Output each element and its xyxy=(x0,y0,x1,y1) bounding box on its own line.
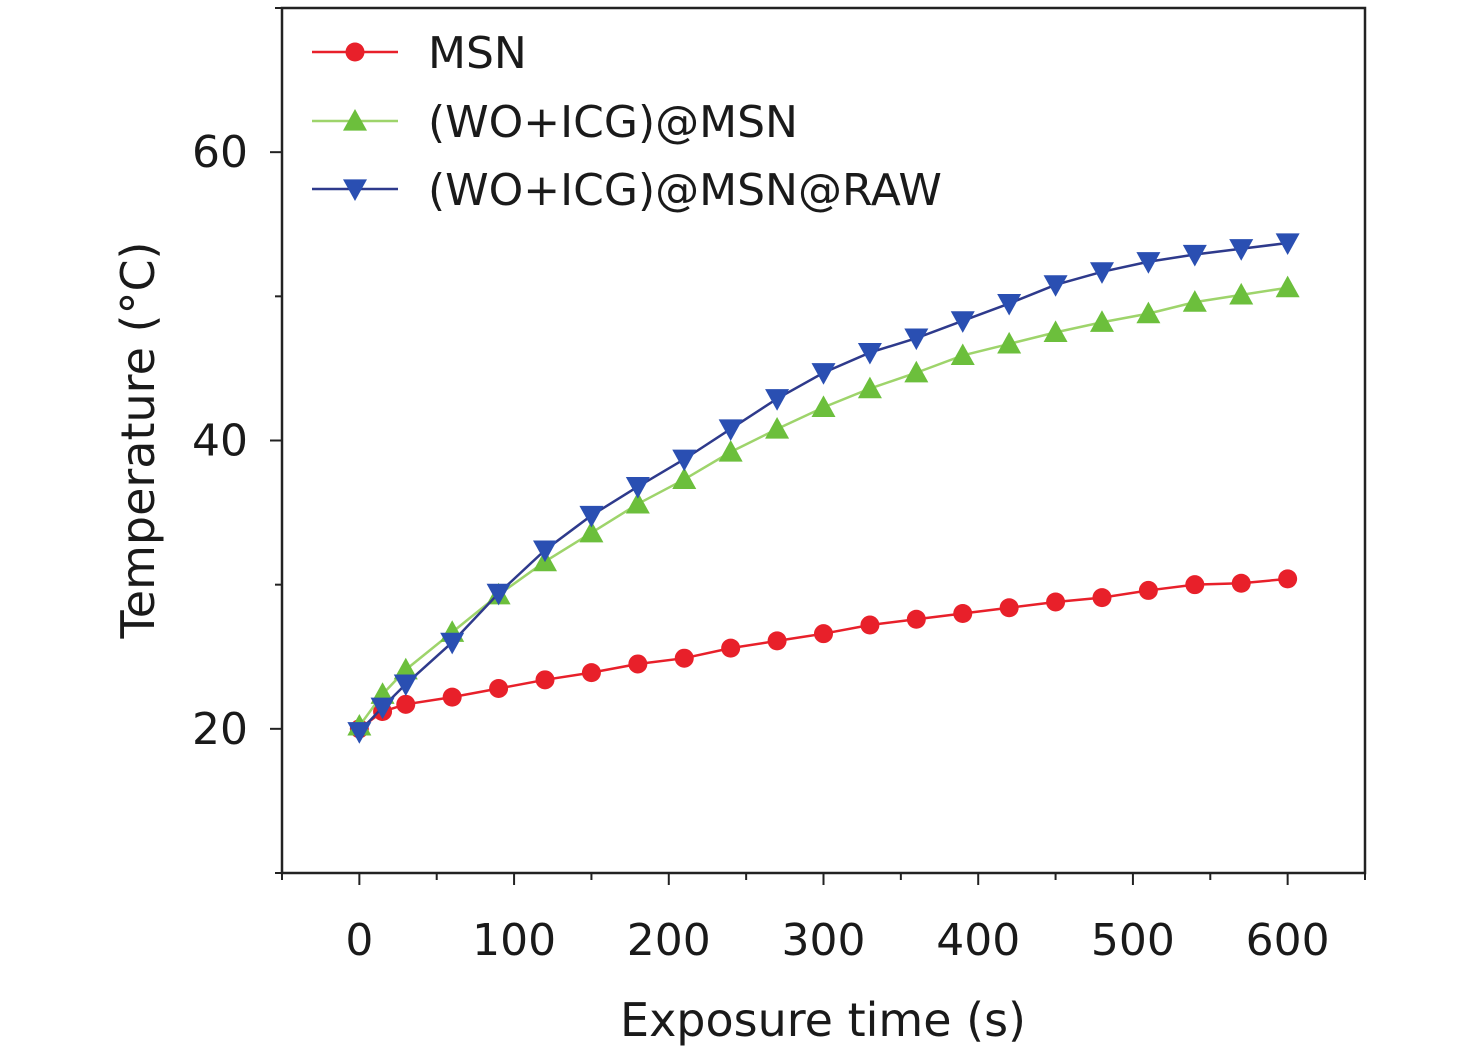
data-point xyxy=(535,670,555,690)
data-point xyxy=(347,722,372,744)
data-point xyxy=(765,389,790,411)
data-point xyxy=(1043,320,1068,342)
data-point xyxy=(625,477,650,499)
legend-label: MSN xyxy=(428,28,527,79)
data-point xyxy=(904,328,929,351)
data-point xyxy=(904,360,929,383)
x-axis-title: Exposure time (s) xyxy=(620,993,1026,1047)
data-point xyxy=(1136,252,1161,274)
data-point xyxy=(811,395,836,417)
legend: MSN (WO+ICG)@MSN (WO+ICG)@MSN@RAW xyxy=(312,28,942,216)
data-point xyxy=(489,678,509,698)
data-point xyxy=(1231,573,1251,593)
data-point xyxy=(579,520,604,543)
legend-label: (WO+ICG)@MSN@RAW xyxy=(428,165,942,216)
data-point xyxy=(950,343,975,366)
data-point xyxy=(997,293,1022,316)
data-point xyxy=(672,467,697,490)
data-point xyxy=(1185,575,1205,595)
data-point xyxy=(625,491,650,514)
data-point xyxy=(999,598,1019,618)
data-point xyxy=(1229,282,1254,305)
data-point xyxy=(674,648,694,668)
series-line xyxy=(358,577,1288,730)
data-point xyxy=(718,419,743,441)
data-point xyxy=(1092,588,1112,608)
data-point xyxy=(1182,244,1207,267)
series-wo-icg-msn xyxy=(347,275,1300,736)
data-point xyxy=(860,615,880,635)
data-point xyxy=(486,583,511,606)
data-point xyxy=(1275,275,1300,298)
data-point xyxy=(857,376,882,399)
y-tick-label: 60 xyxy=(192,127,248,178)
data-point xyxy=(672,449,697,472)
x-tick-label: 300 xyxy=(782,915,866,966)
data-point xyxy=(440,632,465,655)
data-point xyxy=(1182,290,1207,312)
data-point xyxy=(1089,262,1114,284)
y-tick-label: 40 xyxy=(192,416,248,467)
legend-label: (WO+ICG)@MSN xyxy=(428,97,798,148)
data-point xyxy=(393,674,418,697)
data-point xyxy=(953,604,973,623)
data-point xyxy=(1136,301,1161,324)
data-point xyxy=(579,505,604,528)
data-point xyxy=(442,687,462,707)
data-point xyxy=(765,416,790,439)
x-tick-label: 0 xyxy=(345,915,373,966)
x-axis-ticks: 0 100 200 300 400 500 600 xyxy=(281,873,1366,966)
data-point xyxy=(1275,233,1300,255)
data-point xyxy=(396,694,416,714)
legend-marker xyxy=(345,42,365,62)
data-point xyxy=(814,624,833,644)
x-tick-label: 100 xyxy=(472,915,556,966)
data-point xyxy=(393,657,418,680)
x-tick-label: 600 xyxy=(1246,915,1330,966)
data-point xyxy=(1138,580,1158,600)
legend-marker xyxy=(343,179,367,201)
data-point xyxy=(906,609,926,629)
y-axis-title: Temperature (°C) xyxy=(111,241,165,639)
data-point xyxy=(718,440,743,462)
legend-marker xyxy=(343,109,367,131)
x-tick-label: 200 xyxy=(627,915,711,966)
y-axis-ticks: 20 40 60 xyxy=(192,7,282,874)
data-point xyxy=(1089,310,1114,332)
series-line xyxy=(358,241,1288,733)
data-point xyxy=(533,540,558,563)
data-point xyxy=(767,631,787,651)
data-point xyxy=(1229,239,1254,261)
data-point xyxy=(811,363,836,385)
data-point xyxy=(581,663,601,683)
y-tick-label: 20 xyxy=(192,704,248,755)
data-point xyxy=(628,654,648,674)
series-layer xyxy=(347,233,1300,744)
data-point xyxy=(1043,275,1068,297)
series-line xyxy=(358,286,1288,727)
data-point xyxy=(1278,569,1298,589)
data-point xyxy=(950,311,975,333)
series-wo-icg-msn-raw xyxy=(347,233,1300,744)
data-point xyxy=(857,342,882,365)
data-point xyxy=(1046,592,1066,612)
data-point xyxy=(997,331,1022,354)
data-point xyxy=(721,638,741,658)
x-tick-label: 500 xyxy=(1091,915,1175,966)
data-point xyxy=(370,697,395,720)
x-tick-label: 400 xyxy=(936,915,1020,966)
